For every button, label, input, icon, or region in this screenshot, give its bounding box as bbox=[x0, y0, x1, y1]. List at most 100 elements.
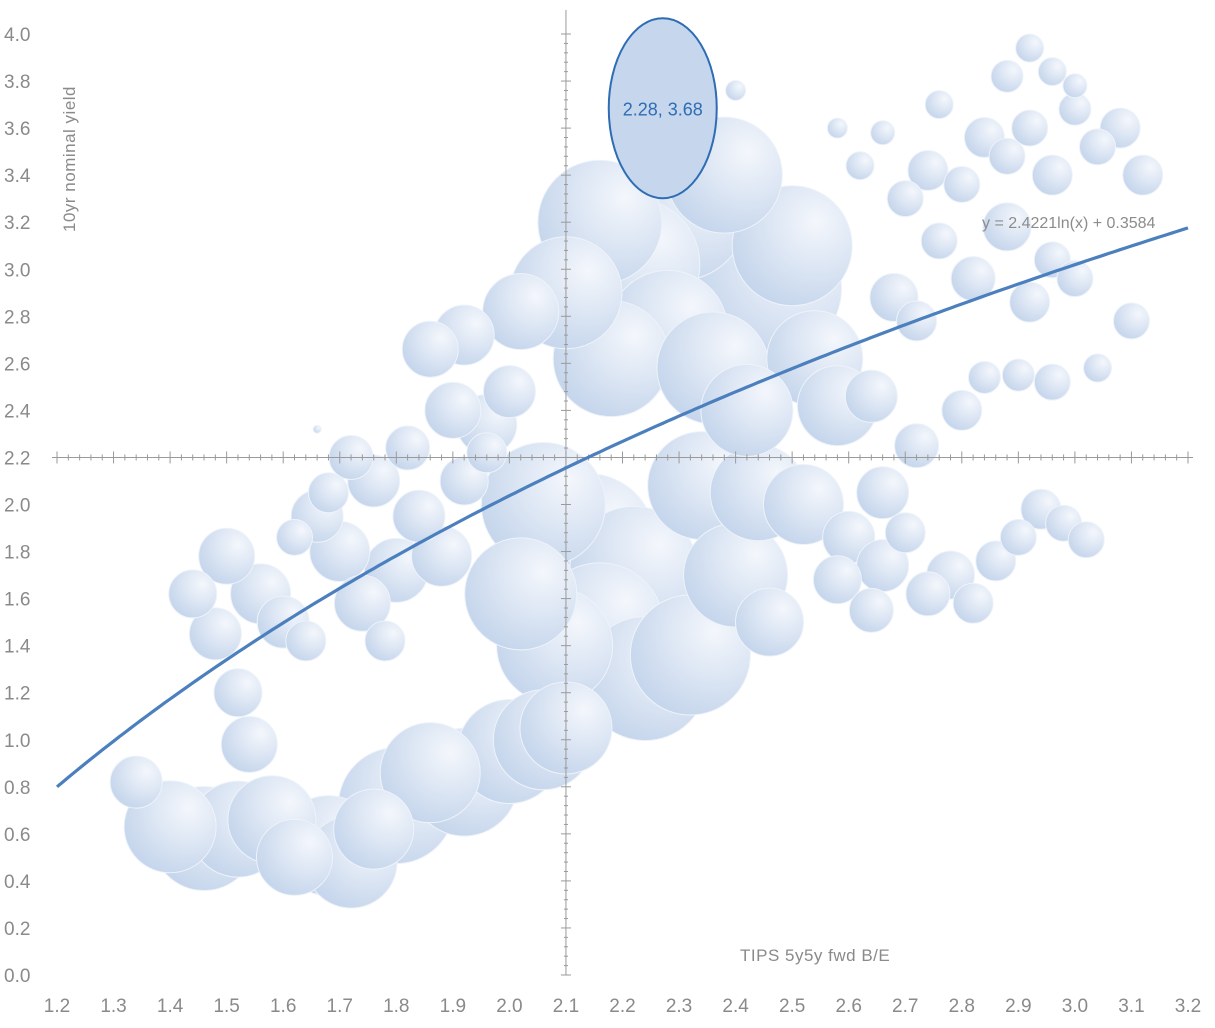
x-tick-label: 1.3 bbox=[100, 996, 126, 1017]
y-tick-label: 1.2 bbox=[4, 684, 30, 705]
bubble-point bbox=[1033, 363, 1071, 401]
bubble-point bbox=[967, 360, 1001, 394]
bubble-point bbox=[907, 149, 949, 191]
bubble-point bbox=[1079, 128, 1117, 166]
x-tick-label: 2.3 bbox=[666, 996, 692, 1017]
bubble-point bbox=[1112, 302, 1150, 340]
bubble-point bbox=[213, 668, 263, 718]
x-tick-label: 2.1 bbox=[553, 996, 579, 1017]
y-tick-label: 0.0 bbox=[4, 966, 30, 987]
bubble-point bbox=[700, 363, 794, 457]
x-tick-label: 3.2 bbox=[1175, 996, 1201, 1017]
y-tick-label: 4.0 bbox=[4, 25, 30, 46]
bubble-point bbox=[826, 117, 848, 139]
bubble-point bbox=[307, 472, 349, 514]
bubble-point bbox=[285, 620, 327, 662]
bubble-point bbox=[401, 320, 459, 378]
y-tick-label: 1.6 bbox=[4, 590, 30, 611]
bubble-layer bbox=[109, 33, 1164, 909]
y-tick-label: 3.8 bbox=[4, 72, 30, 93]
bubble-point bbox=[333, 788, 415, 870]
bubble-point bbox=[482, 365, 536, 419]
bubble-point bbox=[725, 79, 747, 101]
axes-layer bbox=[52, 10, 1193, 976]
bubble-point bbox=[920, 222, 958, 260]
bubble-point bbox=[856, 466, 910, 520]
highlight-callout-circle bbox=[607, 17, 718, 200]
bubble-point bbox=[466, 432, 508, 474]
y-tick-label: 0.4 bbox=[4, 872, 31, 893]
bubble-point bbox=[168, 569, 218, 619]
bubble-point bbox=[894, 423, 940, 469]
y-tick-label: 3.4 bbox=[4, 166, 31, 187]
bubble-point bbox=[1037, 57, 1067, 87]
bubble-point bbox=[1122, 154, 1164, 196]
x-tick-label: 2.8 bbox=[949, 996, 975, 1017]
y-tick-label: 0.6 bbox=[4, 825, 30, 846]
bubble-point bbox=[990, 59, 1024, 93]
bubble-point bbox=[1083, 353, 1113, 383]
y-tick-label: 2.8 bbox=[4, 307, 30, 328]
x-tick-label: 2.0 bbox=[496, 996, 522, 1017]
bubble-point bbox=[848, 587, 894, 633]
x-tick-label: 2.4 bbox=[722, 996, 749, 1017]
bubble-point bbox=[312, 424, 322, 434]
x-tick-label: 1.6 bbox=[270, 996, 296, 1017]
bubble-point bbox=[220, 715, 278, 773]
bubble-point bbox=[1001, 358, 1035, 392]
bubble-point bbox=[941, 389, 983, 431]
bubble-point bbox=[188, 607, 242, 661]
bubble-point bbox=[1067, 521, 1105, 559]
bubble-point bbox=[988, 137, 1026, 175]
trendline bbox=[55, 226, 1189, 789]
bubble-point bbox=[999, 518, 1037, 556]
bubble-point bbox=[905, 571, 951, 617]
y-tick-label: 0.2 bbox=[4, 919, 30, 940]
bubble-point bbox=[762, 464, 844, 545]
bubble-point bbox=[844, 369, 898, 423]
bubble-point bbox=[982, 202, 1032, 252]
bubble-point bbox=[464, 537, 578, 651]
y-axis-title: 10yr nominal yield bbox=[60, 86, 79, 232]
x-tick-label: 3.1 bbox=[1118, 996, 1144, 1017]
x-tick-label: 2.5 bbox=[779, 996, 805, 1017]
x-tick-label: 1.5 bbox=[213, 996, 239, 1017]
bubble-point bbox=[735, 587, 805, 657]
y-tick-label: 1.4 bbox=[4, 637, 31, 658]
bubble-point bbox=[1011, 109, 1049, 147]
y-tick-label: 3.2 bbox=[4, 213, 30, 234]
bubble-point bbox=[952, 582, 994, 624]
bubble-point bbox=[1062, 73, 1088, 99]
x-tick-label: 1.7 bbox=[327, 996, 353, 1017]
bubble-point bbox=[385, 425, 431, 471]
bubble-point bbox=[1031, 154, 1073, 196]
bubble-point bbox=[276, 518, 314, 556]
bubble-point bbox=[886, 180, 924, 218]
bubble-point bbox=[884, 512, 926, 554]
bubble-point bbox=[1015, 33, 1045, 63]
y-tick-label: 3.0 bbox=[4, 260, 30, 281]
bubble-point bbox=[109, 755, 163, 809]
x-axis-title: TIPS 5y5y fwd B/E bbox=[740, 946, 890, 965]
bubble-point bbox=[870, 120, 896, 146]
bubble-point bbox=[943, 166, 981, 204]
x-tick-label: 2.9 bbox=[1005, 996, 1031, 1017]
bubble-point bbox=[379, 722, 481, 824]
x-tick-label: 1.2 bbox=[44, 996, 70, 1017]
bubble-point bbox=[364, 620, 406, 662]
y-tick-label: 2.4 bbox=[4, 401, 31, 422]
y-tick-label: 1.0 bbox=[4, 731, 30, 752]
x-tick-label: 2.6 bbox=[835, 996, 861, 1017]
y-tick-label: 2.2 bbox=[4, 448, 30, 469]
y-tick-label: 2.0 bbox=[4, 496, 30, 517]
x-tick-label: 2.2 bbox=[609, 996, 635, 1017]
bubble-point bbox=[812, 555, 862, 605]
x-tick-label: 1.9 bbox=[440, 996, 466, 1017]
x-tick-label: 1.8 bbox=[383, 996, 409, 1017]
bubble-point bbox=[424, 381, 482, 439]
bubble-point bbox=[198, 527, 256, 585]
highlight-callout-label: 2.28, 3.68 bbox=[623, 99, 703, 119]
bubble-point bbox=[256, 818, 334, 896]
x-tick-label: 1.4 bbox=[157, 996, 184, 1017]
bubble-point bbox=[845, 151, 875, 181]
